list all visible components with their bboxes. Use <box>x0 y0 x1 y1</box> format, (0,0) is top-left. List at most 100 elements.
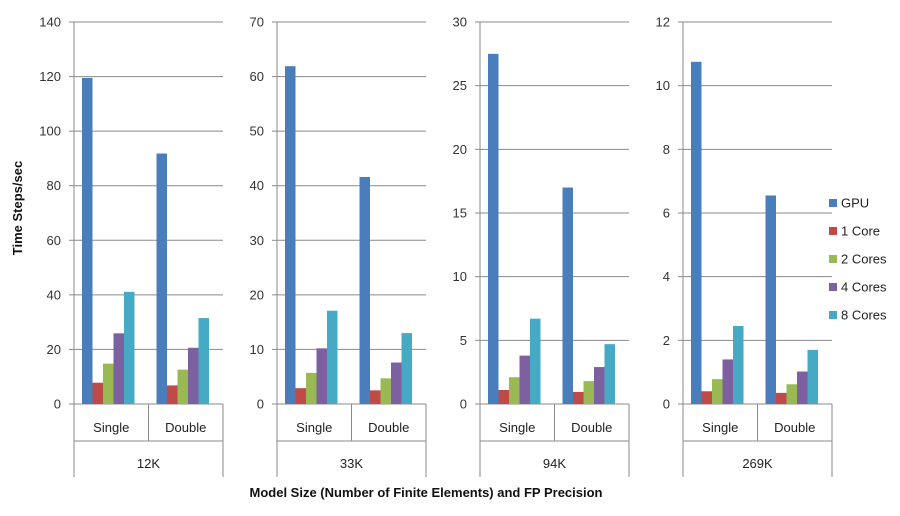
legend-label: 1 Core <box>841 224 880 239</box>
model-size-label: 94K <box>543 456 566 471</box>
bar-12K-double-1-core <box>167 385 178 404</box>
y-tick-label: 140 <box>39 15 61 30</box>
y-axis-label: Time Steps/sec <box>10 161 25 255</box>
y-tick-label: 120 <box>39 69 61 84</box>
bar-269K-double-2-cores <box>786 384 797 404</box>
bar-94K-single-gpu <box>488 53 499 404</box>
bar-12K-single-4-cores <box>113 333 124 404</box>
legend-label: GPU <box>841 196 869 211</box>
bar-269K-double-1-core <box>776 392 787 404</box>
bar-33K-double-1-core <box>370 390 381 404</box>
bar-33K-single-8-cores <box>327 310 338 404</box>
category-label: Single <box>499 420 535 435</box>
bar-269K-single-1-core <box>701 391 712 404</box>
y-tick-label: 2 <box>663 333 670 348</box>
bar-269K-single-8-cores <box>733 326 744 404</box>
legend-label: 8 Cores <box>841 308 887 323</box>
legend: GPU 1 Core 2 Cores 4 Cores 8 Cores <box>829 196 887 323</box>
y-tick-label: 70 <box>250 15 264 30</box>
bar-94K-double-4-cores <box>594 367 605 404</box>
panel-33K: 0 10 20 30 40 50 60 70 Single Double 33K <box>250 15 427 477</box>
bar-33K-single-2-cores <box>306 372 317 404</box>
y-tick-label: 10 <box>250 342 264 357</box>
bar-269K-single-2-cores <box>712 379 723 404</box>
y-tick-label: 40 <box>250 178 264 193</box>
bar-94K-double-gpu <box>562 187 573 404</box>
y-tick-label: 40 <box>47 287 61 302</box>
legend-item-4-cores: 4 Cores <box>829 280 887 295</box>
y-tick-label: 60 <box>47 233 61 248</box>
legend-item-1-core: 1 Core <box>829 224 880 239</box>
bar-12K-double-gpu <box>156 153 167 404</box>
y-tick-label: 20 <box>47 342 61 357</box>
y-tick-label: 30 <box>250 233 264 248</box>
y-tick-label: 10 <box>453 269 467 284</box>
bar-94K-double-2-cores <box>583 381 594 404</box>
category-label: Double <box>165 420 206 435</box>
model-size-label: 12K <box>137 456 160 471</box>
bar-33K-double-2-cores <box>380 378 391 404</box>
y-tick-label: 6 <box>663 206 670 221</box>
bar-94K-double-1-core <box>573 391 584 404</box>
legend-label: 4 Cores <box>841 280 887 295</box>
x-axis-label: Model Size (Number of Finite Elements) a… <box>250 485 603 500</box>
y-tick-label: 30 <box>453 15 467 30</box>
category-label: Double <box>774 420 815 435</box>
y-tick-label: 80 <box>47 178 61 193</box>
bar-12K-single-2-cores <box>103 363 114 404</box>
bar-269K-single-4-cores <box>722 359 733 404</box>
y-tick-label: 20 <box>250 287 264 302</box>
bar-12K-single-8-cores <box>124 291 135 404</box>
bar-12K-double-8-cores <box>198 318 209 404</box>
y-tick-label: 8 <box>663 142 670 157</box>
bar-33K-double-4-cores <box>391 362 402 404</box>
legend-swatch <box>829 199 837 207</box>
y-tick-label: 0 <box>663 397 670 412</box>
category-label: Single <box>93 420 129 435</box>
legend-item-2-cores: 2 Cores <box>829 252 887 267</box>
panel-269K: 0 2 4 6 8 10 12 Single Double 269K <box>656 15 833 477</box>
bar-33K-double-gpu <box>359 176 370 404</box>
bar-269K-double-gpu <box>765 195 776 404</box>
category-label: Single <box>702 420 738 435</box>
bar-12K-single-1-core <box>92 382 103 404</box>
panel-12K: 0 20 40 60 80 100 120 140 Single Double 12K <box>39 15 224 477</box>
legend-item-8-cores: 8 Cores <box>829 308 887 323</box>
legend-label: 2 Cores <box>841 252 887 267</box>
bar-269K-double-4-cores <box>797 371 808 404</box>
category-label: Double <box>571 420 612 435</box>
y-tick-label: 0 <box>54 397 61 412</box>
y-tick-label: 15 <box>453 206 467 221</box>
bar-33K-single-1-core <box>295 388 306 404</box>
bar-269K-double-8-cores <box>807 349 818 404</box>
legend-swatch <box>829 227 837 235</box>
category-label: Double <box>368 420 409 435</box>
legend-item-gpu: GPU <box>829 196 869 211</box>
bar-94K-single-8-cores <box>530 318 541 404</box>
bar-33K-double-8-cores <box>401 333 412 404</box>
y-tick-label: 10 <box>656 78 670 93</box>
panel-94K: 0 5 10 15 20 25 30 Single Double 94K <box>453 15 630 477</box>
bar-269K-single-gpu <box>691 61 702 405</box>
y-tick-label: 4 <box>663 269 670 284</box>
legend-swatch <box>829 283 837 291</box>
bar-12K-double-4-cores <box>188 347 199 404</box>
y-tick-label: 20 <box>453 142 467 157</box>
y-tick-label: 5 <box>460 333 467 348</box>
bar-94K-single-1-core <box>498 389 509 404</box>
y-tick-label: 100 <box>39 124 61 139</box>
bar-94K-double-8-cores <box>604 344 615 404</box>
y-tick-label: 12 <box>656 15 670 30</box>
bar-12K-double-2-cores <box>177 369 188 404</box>
bar-94K-single-2-cores <box>509 377 520 404</box>
legend-swatch <box>829 311 837 319</box>
bar-33K-single-gpu <box>285 66 296 405</box>
bar-94K-single-4-cores <box>519 355 530 404</box>
legend-swatch <box>829 255 837 263</box>
y-tick-label: 0 <box>460 397 467 412</box>
y-tick-label: 50 <box>250 124 264 139</box>
bar-33K-single-4-cores <box>316 348 327 404</box>
y-tick-label: 0 <box>257 397 264 412</box>
category-label: Single <box>296 420 332 435</box>
